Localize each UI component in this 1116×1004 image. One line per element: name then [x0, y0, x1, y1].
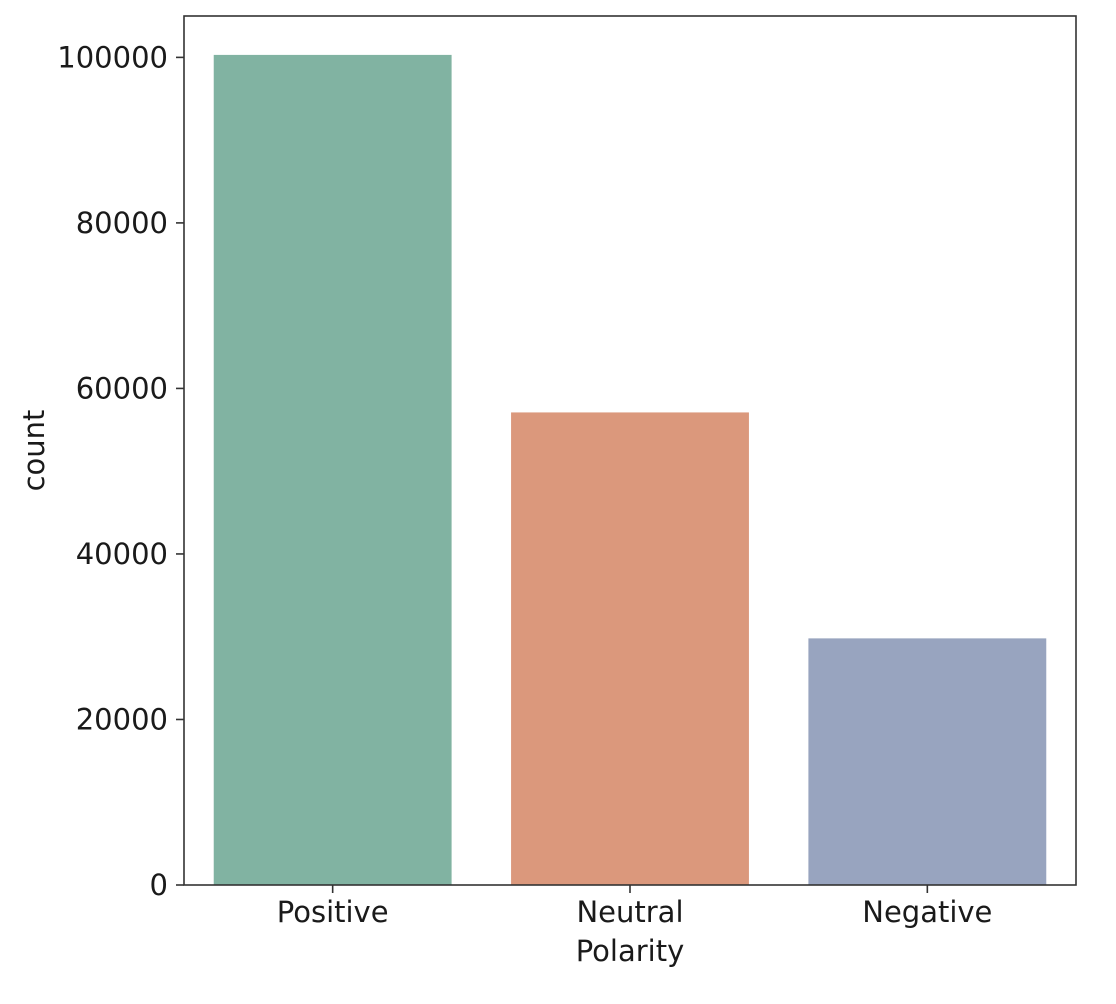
y-tick-label: 80000	[76, 206, 168, 240]
y-tick-label: 100000	[57, 40, 168, 74]
x-tick-label: Neutral	[576, 895, 683, 929]
x-tick-label: Positive	[277, 895, 389, 929]
bar-neutral	[511, 412, 749, 885]
axes-layer: 0 20000 40000 60000 80000 100000 Positive Neutr…	[57, 15, 1077, 929]
x-axis-title: Polarity	[576, 934, 685, 968]
bar-positive	[213, 54, 452, 886]
y-axis-title: count	[17, 410, 51, 492]
x-tick-label: Negative	[862, 895, 992, 929]
bar-negative	[808, 638, 1047, 885]
y-tick-label: 20000	[76, 702, 168, 736]
y-tick-label: 60000	[76, 371, 168, 405]
bars-layer	[213, 54, 1047, 886]
y-tick-label: 40000	[76, 537, 168, 571]
y-tick-label: 0	[150, 868, 168, 902]
